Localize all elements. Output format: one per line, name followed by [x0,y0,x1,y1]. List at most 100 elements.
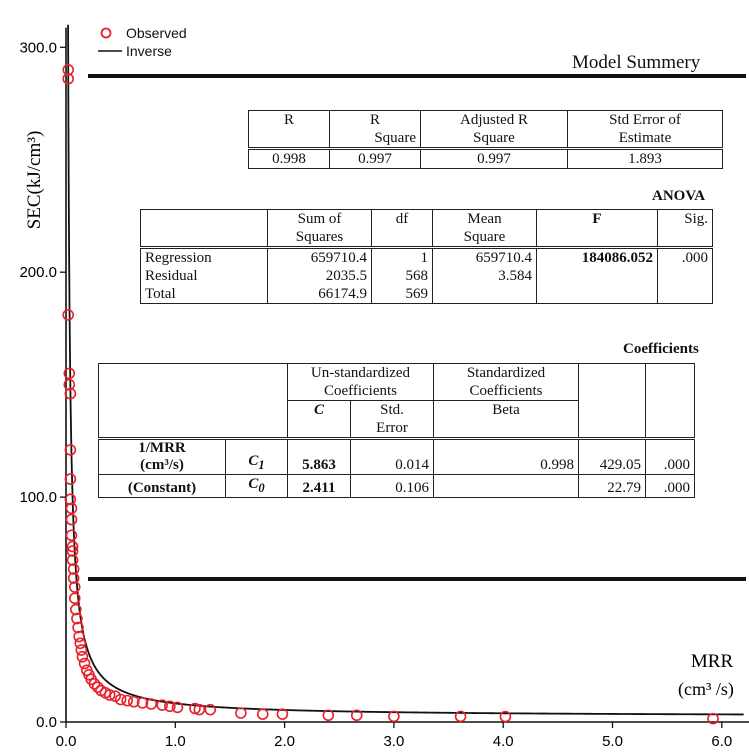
coef-row-const-sub: 0 [258,481,265,495]
observed-point [73,630,85,643]
observed-point [127,695,140,708]
coef-row-mrr-beta: 0.998 [433,438,579,475]
observed-point [74,637,87,650]
anova-row-regression-ms: 659710.4 [432,247,537,267]
coef-row-mrr-c: 5.863 [287,438,351,475]
observed-point [256,708,269,720]
observed-point [66,545,79,557]
observed-point [121,694,134,707]
anova-row-regression-ss: 659710.4 [267,247,372,267]
observed-point [68,592,81,605]
anova-header-ms-2: Square [432,228,537,249]
ms-header-stderr-1: Std Error of [567,110,723,129]
anova-row-regression-df: 1 [371,247,433,267]
anova-row-regression-label: Regression [140,247,268,267]
coef-row-const-label: (Constant) [98,474,226,498]
observed-point [235,707,247,719]
legend-observed-marker [98,26,126,40]
y-axis-label: SEC(kJ/cm³) [24,131,45,230]
coef-row-mrr-sub: 1 [258,458,265,472]
x-tick-label: 5.0 [602,733,623,750]
anova-row-residual-df: 568 [371,267,433,285]
anova-row-regression-f: 184086.052 [536,247,658,304]
observed-point [145,698,158,710]
coef-header-unstd-2: Coefficients [287,382,434,401]
observed-point [75,644,88,656]
coef-row-mrr-label: 1/MRR (cm³/s) [98,438,226,475]
observed-point [114,693,127,706]
ms-header-r-square-2: Square [329,129,421,150]
observed-point [276,708,289,720]
chart-axes [65,27,749,723]
ms-header-r: R [248,110,330,129]
observed-point [66,554,79,566]
legend-observed-label: Observed [126,25,187,41]
observed-point [193,703,206,716]
coef-header-std-1: Standardized [433,363,579,382]
observed-point [164,700,176,713]
top-rule [88,74,746,78]
anova-table: Sum of df Mean F Sig. Squares Square Reg… [140,209,713,304]
ms-value-r: 0.998 [248,148,330,169]
observed-point [62,63,74,76]
chart-ticks: 0.0 1.0 2.0 3.0 4.0 5.0 6.0 0.0 100.0 200.0 300.0 [19,39,732,750]
observed-point [63,378,76,391]
anova-header-f: F [536,209,658,228]
ms-header-stderr-2: Estimate [567,129,723,150]
coef-header-unstd-1: Un-standardized [287,363,434,382]
coefficients-table: Un-standardized Standardized Coefficient… [98,363,695,498]
coef-row-const-beta [433,474,579,498]
anova-header-ms-1: Mean [432,209,537,228]
anova-row-residual-ss: 2035.5 [267,267,372,285]
x-tick-label: 6.0 [711,733,732,750]
observed-point [78,657,91,670]
observed-point [322,709,335,722]
observed-point [64,387,77,400]
ms-header-r-square-1: R [329,110,421,129]
coef-row-mrr-label-1: 1/MRR [138,440,186,456]
observed-point [499,710,512,723]
coef-row-const-sym: C [248,476,259,492]
y-tick-label: 200.0 [19,264,57,281]
anova-title: ANOVA [652,188,706,204]
observed-point [136,697,149,709]
observed-point [204,703,217,716]
ms-value-stderr: 1.893 [567,148,723,169]
observed-point [350,709,363,722]
anova-header-df: df [371,209,433,228]
coef-row-const-c: 2.411 [287,474,351,498]
x-axis-unit: (cm³ /s) [678,679,734,700]
observed-point [65,502,78,515]
ms-header-adj-2: Square [420,129,568,150]
observed-point [70,603,82,616]
legend-inverse-label: Inverse [126,43,172,59]
anova-row-total-label: Total [140,285,268,304]
observed-point [68,581,81,593]
anova-header-ss-1: Sum of [267,209,372,228]
x-tick-label: 3.0 [383,733,404,750]
model-summary-title: Model Summery [572,52,701,73]
observed-point [63,367,76,380]
x-tick-label: 4.0 [493,733,514,750]
anova-header-sig: Sig. [657,209,713,228]
observed-point [64,444,77,456]
anova-row-total-ss: 66174.9 [267,285,372,304]
observed-point [189,702,201,715]
coef-row-mrr-label-2: (cm³/s) [140,457,184,473]
observed-point [72,621,84,634]
y-tick-label: 100.0 [19,489,57,506]
coef-row-const-sig: .000 [645,474,695,498]
chart-points [62,63,719,725]
anova-row-residual-label: Residual [140,267,268,285]
observed-point [65,529,78,542]
observed-point [62,72,74,85]
x-tick-label: 0.0 [56,733,77,750]
anova-header-ss-2: Squares [267,228,372,249]
anova-row-residual-ms: 3.584 [432,267,537,285]
model-summary-table: R R Adjusted R Std Error of Square Squar… [248,110,723,169]
legend-inverse-marker [98,44,126,58]
coef-row-mrr-sym: C [248,453,259,469]
coef-row-mrr-symbol: C1 [225,438,288,475]
observed-point [156,699,168,711]
observed-point [707,712,719,725]
